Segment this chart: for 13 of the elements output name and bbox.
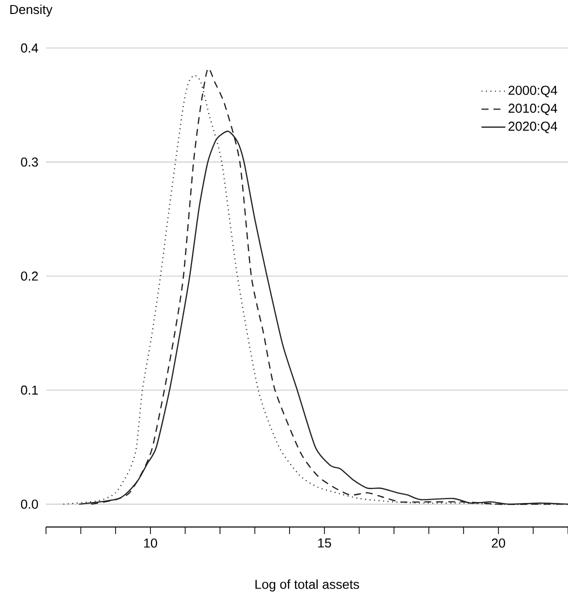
x-tick-label: 10: [144, 538, 158, 548]
y-tick-label: 0.0: [20, 500, 38, 509]
legend-label: 2020:Q4: [508, 122, 558, 134]
x-axis-title: Log of total assets: [256, 579, 360, 592]
y-tick-label: 0.3: [20, 157, 38, 167]
y-axis-title: Density: [10, 4, 52, 17]
y-tick-label: 0.4: [20, 43, 38, 53]
legend-label: 2010:Q4: [508, 104, 558, 116]
y-tick-label: 0.1: [20, 386, 38, 395]
x-tick-label: 15: [318, 538, 332, 548]
legend-label: 2000:Q4: [508, 86, 558, 98]
y-tick-label: 0.2: [20, 272, 38, 281]
x-tick-label: 20: [492, 538, 506, 548]
